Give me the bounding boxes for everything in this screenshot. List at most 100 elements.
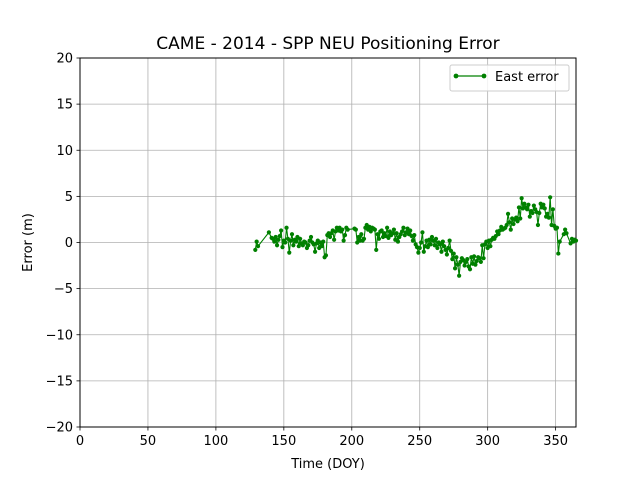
data-point: [394, 231, 399, 236]
data-point: [537, 210, 542, 216]
data-point: [457, 273, 462, 278]
data-point: [451, 251, 456, 256]
data-point: [332, 237, 337, 242]
data-point: [526, 202, 531, 207]
data-point: [361, 236, 367, 241]
data-point: [564, 231, 569, 236]
data-point: [417, 245, 422, 251]
data-point: [524, 207, 530, 212]
data-point: [511, 221, 516, 227]
data-point: [473, 262, 478, 267]
data-point: [474, 258, 479, 264]
data-point: [505, 211, 511, 216]
data-point: [254, 239, 259, 244]
data-point: [327, 234, 333, 240]
data-point: [519, 196, 524, 201]
data-point: [467, 267, 473, 272]
data-point: [375, 232, 380, 237]
data-point: [522, 201, 527, 206]
data-point: [401, 225, 406, 230]
y-tick-label: −20: [46, 421, 73, 436]
data-point: [427, 237, 432, 242]
data-point: [546, 215, 551, 220]
data-point: [516, 205, 522, 210]
y-tick-label: −10: [46, 328, 73, 343]
series-layer: [253, 195, 579, 278]
data-point: [446, 245, 451, 251]
data-point: [421, 249, 426, 254]
data-point: [353, 227, 358, 232]
x-tick-label: 100: [203, 434, 228, 449]
data-point: [368, 229, 373, 234]
x-tick-label: 0: [76, 434, 84, 449]
data-point: [465, 257, 470, 262]
data-point: [442, 244, 447, 249]
data-point: [447, 238, 452, 243]
data-point: [279, 228, 284, 233]
data-point: [554, 225, 560, 230]
data-point: [454, 255, 459, 260]
y-tick-label: −5: [54, 282, 73, 297]
data-point: [508, 227, 513, 232]
data-point: [359, 232, 364, 237]
data-point: [410, 238, 416, 243]
data-point: [390, 231, 395, 236]
data-point: [253, 247, 258, 252]
data-point: [372, 227, 377, 232]
x-axis-label: Time (DOY): [290, 457, 365, 472]
data-point: [306, 243, 311, 248]
y-tick-label: 20: [56, 52, 73, 67]
data-point: [488, 244, 493, 249]
data-point: [385, 225, 390, 230]
data-point: [541, 202, 546, 207]
data-point: [386, 235, 391, 240]
y-tick-label: 5: [65, 190, 73, 205]
data-point: [255, 244, 261, 249]
data-point: [518, 216, 523, 221]
data-point: [438, 242, 443, 247]
data-point: [284, 225, 289, 230]
data-point: [300, 243, 305, 248]
x-tick-label: 250: [407, 434, 432, 449]
data-point: [276, 237, 281, 242]
data-point: [548, 195, 553, 200]
data-point: [376, 236, 382, 241]
data-point: [287, 250, 292, 255]
data-point: [412, 233, 417, 238]
legend-label: East error: [495, 70, 559, 85]
legend-marker-left: [453, 73, 459, 79]
data-point: [433, 236, 439, 241]
data-point: [550, 207, 556, 212]
data-point: [391, 227, 397, 232]
data-point: [531, 203, 536, 208]
data-point: [274, 243, 280, 248]
data-point: [345, 227, 350, 232]
data-point: [452, 266, 458, 271]
y-axis-label: Error (m): [21, 213, 36, 272]
data-point: [308, 234, 314, 240]
chart-title: CAME - 2014 - SPP NEU Positioning Error: [156, 34, 499, 54]
data-point: [280, 245, 285, 250]
data-point: [266, 230, 271, 235]
data-point: [340, 227, 345, 232]
data-point: [429, 234, 435, 240]
data-point: [478, 259, 483, 264]
y-tick-label: −15: [46, 374, 73, 389]
data-point: [428, 242, 433, 247]
data-point: [471, 254, 477, 259]
data-point: [408, 228, 413, 233]
data-point: [298, 236, 303, 241]
y-tick-label: 15: [56, 98, 73, 113]
data-point: [542, 206, 547, 211]
data-point: [455, 262, 460, 267]
x-tick-label: 350: [543, 434, 568, 449]
data-point: [556, 251, 561, 256]
legend: East error: [449, 64, 570, 92]
data-point: [289, 232, 295, 237]
data-point: [481, 256, 486, 261]
data-point: [530, 210, 535, 216]
data-point: [416, 250, 421, 255]
data-point: [374, 247, 379, 252]
data-point: [535, 222, 541, 228]
data-point: [283, 240, 288, 245]
